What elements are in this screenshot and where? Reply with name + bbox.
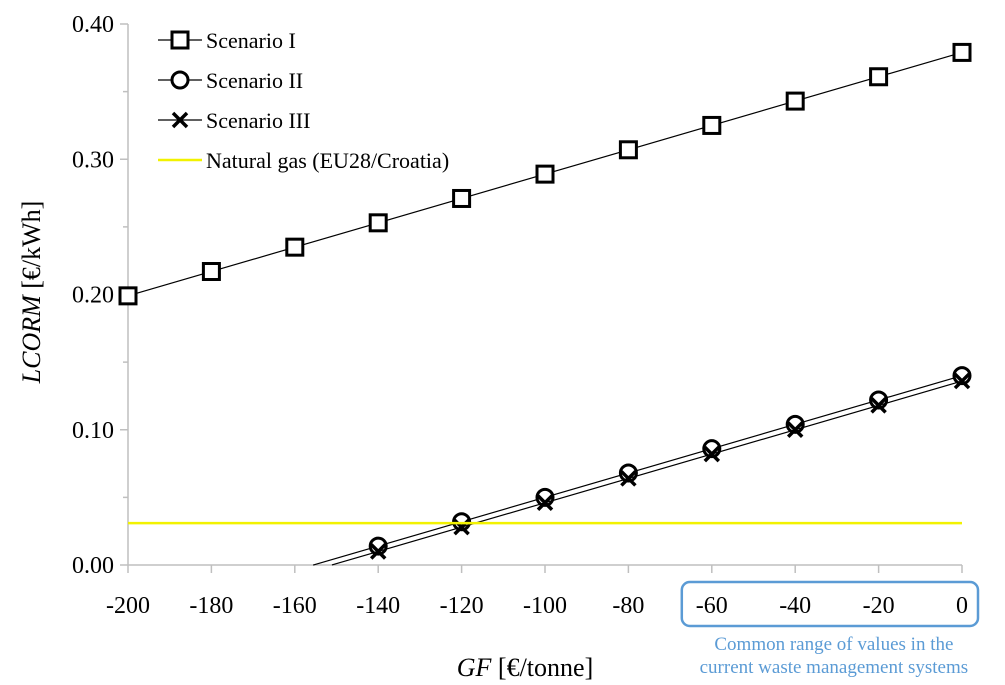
square-marker — [785, 91, 805, 111]
x-marker — [536, 494, 554, 512]
circle-marker — [952, 366, 972, 386]
x-marker — [369, 543, 387, 560]
square-marker — [702, 115, 722, 135]
range-highlight-box — [680, 580, 980, 628]
circle-marker — [170, 70, 190, 90]
square-marker — [285, 237, 305, 257]
square-marker — [452, 188, 472, 208]
range-note-text: Common range of values in the — [714, 634, 953, 655]
y-axis-title: LCORM [€/kWh] — [17, 201, 46, 385]
square-marker — [618, 140, 638, 160]
series-line — [331, 380, 963, 566]
x-tick-label: 0 — [956, 593, 968, 619]
series-square — [118, 42, 972, 306]
y-tick-label: 0.10 — [72, 418, 114, 444]
square-marker — [368, 213, 388, 233]
series-line — [312, 375, 963, 566]
legend-entry: Natural gas (EU28/Croatia) — [158, 148, 449, 173]
x-tick-label: -180 — [189, 593, 233, 619]
range-note-text: current waste management systems — [700, 657, 969, 678]
series-x — [331, 372, 971, 566]
x-tick-label: -160 — [273, 593, 317, 619]
legend-label: Natural gas (EU28/Croatia) — [206, 148, 449, 173]
legend-label: Scenario II — [206, 68, 303, 93]
legend-label: Scenario III — [206, 108, 310, 133]
x-tick-label: -80 — [612, 593, 644, 619]
y-tick-label: 0.00 — [72, 553, 114, 579]
y-tick-label: 0.20 — [72, 283, 114, 309]
square-marker — [869, 67, 889, 87]
x-marker — [786, 421, 804, 438]
x-tick-label: -200 — [106, 593, 150, 619]
legend: Scenario I Scenario II Scenario III Natural… — [158, 28, 449, 173]
square-marker — [201, 262, 221, 282]
tick-labels: 0.000.100.200.300.40-200 -180 -160 -140 -120… — [72, 12, 968, 619]
x-marker — [171, 111, 189, 129]
x-axis-title: GF [€/tonne] — [457, 653, 593, 682]
x-tick-label: -100 — [523, 593, 567, 619]
square-marker — [952, 42, 972, 62]
square-marker — [535, 164, 555, 184]
legend-entry: Scenario II — [158, 68, 303, 93]
x-marker — [620, 470, 637, 487]
x-marker — [703, 445, 721, 463]
legend-entry: Scenario III — [158, 108, 310, 133]
y-tick-label: 0.30 — [72, 147, 114, 173]
legend-label: Scenario I — [206, 28, 296, 53]
x-tick-label: -140 — [356, 593, 400, 619]
series-circle — [312, 366, 972, 566]
y-tick-label: 0.40 — [72, 12, 114, 38]
x-marker — [953, 372, 971, 390]
x-marker — [870, 397, 887, 414]
series-group — [118, 42, 972, 566]
square-marker — [118, 286, 138, 306]
square-marker — [170, 30, 190, 50]
x-tick-label: -40 — [779, 593, 811, 619]
legend-entry: Scenario I — [158, 28, 296, 53]
x-tick-label: -60 — [696, 593, 728, 619]
x-tick-label: -120 — [440, 593, 484, 619]
x-tick-label: -20 — [863, 593, 895, 619]
